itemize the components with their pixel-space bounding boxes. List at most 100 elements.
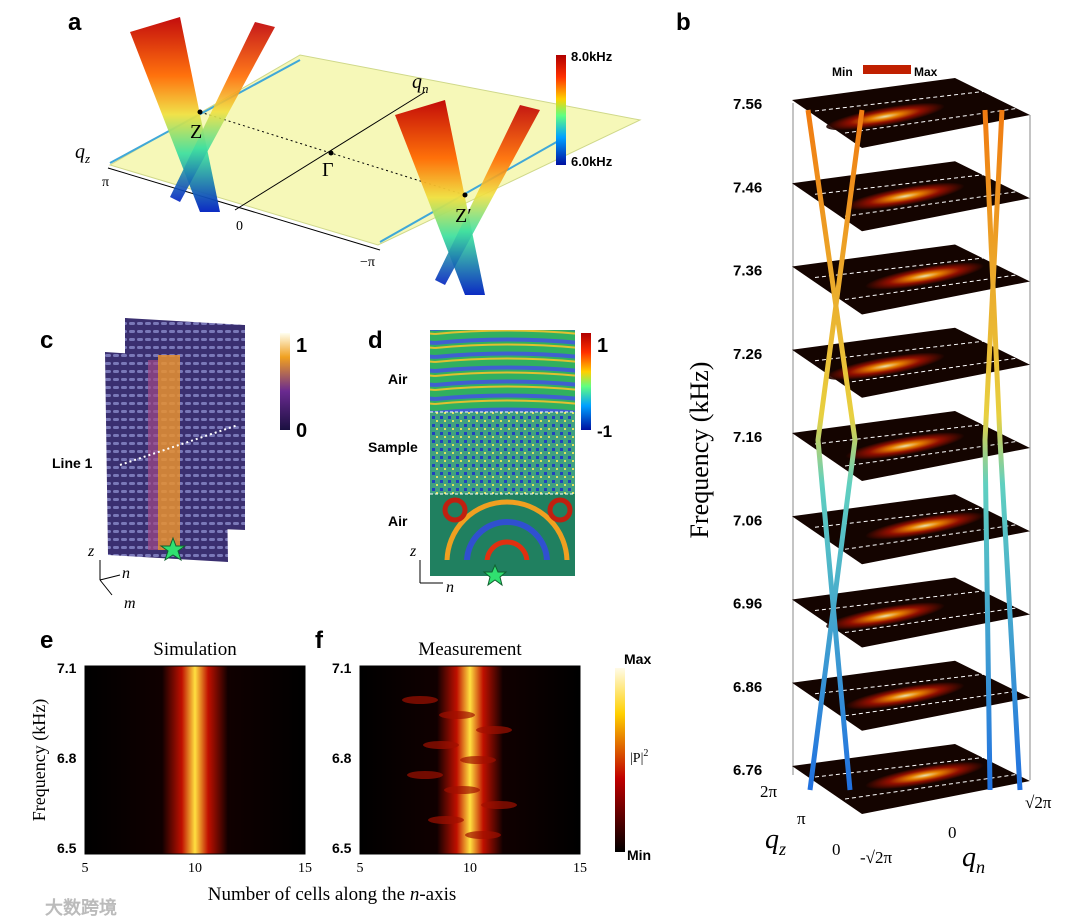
text: n (410, 884, 420, 905)
tick-label: -√2π (860, 848, 892, 867)
slab-glow (865, 761, 984, 790)
dashed-line (844, 523, 1021, 550)
region-label: Air (388, 513, 408, 529)
y-tick-label: 6.96 (733, 596, 762, 613)
panel-title: Measurement (418, 639, 522, 660)
axis-title: Frequency (kHz) (29, 699, 50, 821)
y-tick-label: 6.5 (57, 840, 77, 856)
dashed-line (844, 107, 1021, 134)
field-stripe (158, 355, 180, 550)
panel-label: c (40, 327, 53, 354)
panel-label: a (68, 9, 82, 36)
plot-frame (359, 665, 581, 855)
colorbar-label: -1 (597, 422, 612, 441)
y-tick-label: 7.16 (733, 429, 762, 446)
heatmap-blob (439, 711, 475, 719)
region-label: Sample (368, 439, 418, 455)
tick-label: 0 (948, 823, 957, 842)
colorbar (581, 333, 591, 430)
plot-frame (84, 665, 306, 855)
panel-label: d (368, 327, 383, 354)
field-air (430, 494, 575, 576)
x-tick-label: 5 (82, 861, 89, 876)
colorbar-label: 0 (296, 420, 307, 442)
axis (109, 59, 301, 164)
y-tick-label: 7.1 (332, 660, 352, 676)
colorbar-label: 1 (597, 335, 608, 357)
slab-glow (865, 512, 984, 540)
dashed-line (844, 440, 1021, 467)
axis-symbol: qn (962, 842, 985, 877)
tick-label: −π (360, 255, 375, 270)
tick-label: 2π (760, 782, 778, 801)
band-line (982, 109, 1005, 791)
slab-glow (826, 602, 945, 630)
colorbar (615, 668, 625, 852)
symbol: q (412, 71, 422, 93)
point-label: Γ (322, 159, 334, 181)
x-tick-label: 10 (188, 861, 202, 876)
symbol: q (75, 141, 85, 163)
dashed-line (814, 255, 1006, 278)
colorbar-label: 1 (296, 335, 307, 357)
axis-symbol: n (446, 579, 454, 596)
slab-glow (845, 682, 965, 710)
heatmap (85, 666, 305, 854)
colorbar (280, 333, 290, 430)
colorbar-label: |P|2 (630, 748, 648, 766)
colorbar-label: Min (627, 847, 651, 863)
colorbar-label: Max (914, 65, 938, 79)
y-tick-label: 7.26 (733, 346, 762, 363)
axis-symbol: qz (765, 824, 786, 859)
axis-symbol: qz (75, 141, 90, 166)
cone (170, 22, 275, 202)
colorbar-label: Min (832, 65, 853, 79)
panel-title: Simulation (153, 639, 237, 660)
point (462, 192, 468, 198)
slab-glow (845, 432, 965, 460)
heatmap-blob (407, 771, 443, 779)
colorbar (863, 65, 911, 74)
dashed-line (814, 171, 1006, 195)
axis-title: Frequency (kHz) (685, 362, 714, 539)
band-line (815, 109, 865, 791)
x-tick-label: 15 (298, 861, 312, 876)
subscript: n (976, 857, 985, 877)
y-tick-label: 7.36 (733, 263, 762, 280)
y-tick-label: 7.56 (733, 96, 762, 113)
slab-glow (845, 182, 965, 210)
dashed-line (814, 671, 1006, 695)
axis-title: Number of cells along the n-axis (208, 884, 457, 905)
axis-symbol: qn (412, 71, 429, 96)
axis (107, 167, 381, 251)
quantity: |P| (630, 751, 643, 766)
heatmap-blob (423, 741, 459, 749)
x-tick-label: 5 (357, 861, 364, 876)
panel-label: b (676, 9, 691, 36)
tick-label: 0 (832, 840, 841, 859)
y-tick-label: 6.76 (733, 762, 762, 779)
heatmap-blob (444, 786, 480, 794)
axes-glyph (419, 560, 443, 584)
source-star (482, 563, 508, 587)
dashed-line (814, 588, 1006, 611)
dashed-line (814, 88, 1006, 112)
source-star (159, 536, 187, 562)
symbol: q (962, 842, 976, 873)
y-tick-label: 6.8 (332, 750, 352, 766)
field-air (430, 330, 575, 412)
tick-label: √2π (1025, 793, 1052, 812)
y-tick-label: 6.86 (733, 679, 762, 696)
x-tick-label: 15 (573, 861, 587, 876)
subscript: z (778, 839, 786, 859)
subscript: z (84, 151, 90, 166)
heatmap-blob (402, 696, 438, 704)
watermark: 大数跨境 (45, 897, 117, 918)
dashed-line (844, 607, 1021, 633)
axis-symbol: z (409, 543, 417, 560)
point-label: Z (190, 121, 202, 143)
y-tick-label: 7.06 (733, 512, 762, 529)
text: -axis (419, 884, 456, 905)
line-1 (119, 424, 239, 466)
